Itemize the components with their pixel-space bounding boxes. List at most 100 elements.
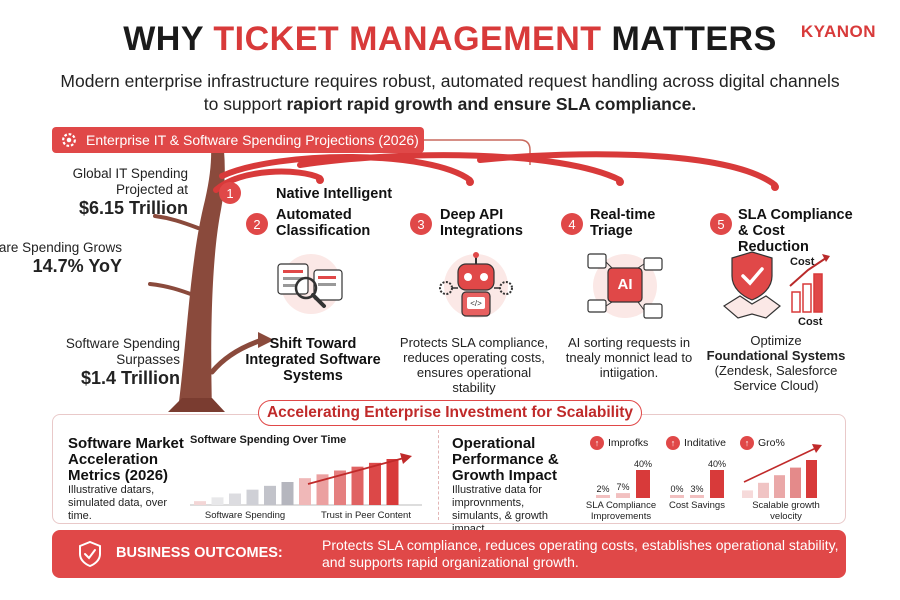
feature-4-text: AI sorting requests in tnealy monnict le… [565, 335, 693, 380]
arrow-up-icon: ↑ [666, 436, 680, 450]
trend-arrowhead [400, 453, 412, 464]
business-outcomes-bar: BUSINESS OUTCOMES: Protects SLA complian… [52, 530, 846, 578]
mini-chart-3-badge: ↑ Gro% [740, 436, 785, 450]
mini-chart-3-label: Scalable growth velocity [752, 500, 820, 522]
bar [616, 493, 630, 498]
robot-icon: </> [439, 252, 513, 318]
gear-icon [62, 133, 76, 147]
mini-chart-1-badge-label: Improfks [608, 437, 649, 449]
feature-2-number: 2 [246, 213, 268, 235]
bar [774, 475, 785, 498]
feature-3-title: Deep API Integrations [440, 207, 523, 239]
stat-software-growth-value: 14.7% YoY [32, 256, 122, 276]
data-label: 3% [690, 484, 703, 494]
stat-software-surpasses: Software Spending Surpasses $1.4 Trillio… [20, 336, 180, 388]
data-label: 40% [634, 459, 652, 469]
shield-check-icon [79, 541, 101, 567]
page-subtitle: Modern enterprise infrastructure require… [60, 70, 840, 116]
feature-1-title: Native Intelligent [276, 186, 393, 202]
market-x-label-right: Trust in Peer Content [321, 510, 411, 521]
bar [334, 470, 346, 505]
panel-divider [438, 430, 439, 520]
data-label: 2% [596, 484, 609, 494]
market-panel-subtitle: Illustrative datars, simulated data, ove… [68, 484, 168, 522]
bar [246, 489, 259, 505]
arrow-up-icon: ↑ [740, 436, 754, 450]
bar [194, 501, 206, 505]
bar [299, 478, 311, 505]
stat-software-surpasses-value: $1.4 Trillion [80, 368, 180, 388]
title-part-3: MATTERS [601, 20, 777, 58]
stat-global-it-label: Global IT Spending Projected at [72, 166, 188, 197]
stat-software-growth: Software Spending Grows 14.7% YoY [0, 240, 122, 276]
sla-compliance-chart: 2% 7% 40% [596, 459, 652, 498]
trend-arrowhead [812, 444, 822, 453]
bar [758, 482, 769, 498]
feature-3-text: Protects SLA compliance, reduces operati… [399, 335, 549, 395]
market-panel-title: Software Market Acceleration Metrics (20… [68, 435, 184, 484]
bar [636, 470, 650, 498]
mini-chart-2-badge-label: Inditative [684, 437, 727, 449]
bar [369, 462, 381, 505]
feature-1-number: 1 [219, 182, 241, 204]
bar [596, 495, 610, 498]
business-outcomes-text: Protects SLA compliance, reduces operati… [322, 537, 839, 570]
projections-banner-label: Enterprise IT & Software Spending Projec… [86, 132, 419, 148]
sla-shield-icon [722, 251, 830, 319]
feature-5-text-bold: Foundational Systems [706, 348, 846, 363]
cost-label-bottom: Cost [798, 316, 823, 328]
bar [742, 490, 753, 498]
stat-global-it-value: $6.15 Trillion [78, 198, 188, 218]
ops-panel-subtitle: Illustrative data for improvnments, simu… [452, 484, 548, 535]
mini-chart-1-label: SLA Compliance Improvements [585, 500, 657, 522]
page-title: WHY TICKET MANAGEMENT MATTERS [0, 20, 900, 59]
ai-triage-icon: AI [584, 250, 666, 322]
bar [316, 474, 329, 505]
data-label: 0% [670, 484, 683, 494]
software-spending-chart [190, 453, 422, 506]
bar [806, 460, 817, 498]
feature-2-text: Shift Toward Integrated Software Systems [245, 336, 381, 384]
title-part-2: TICKET MANAGEMENT [213, 20, 602, 58]
trend-arrow [743, 447, 817, 483]
data-label: 40% [708, 459, 726, 469]
subtitle-bold: rapiort rapid growth and ensure SLA comp… [286, 94, 697, 114]
subtitle-plain: Modern enterprise infrastructure require… [60, 71, 840, 114]
feature-5-text: Optimize Foundational Systems (Zendesk, … [706, 333, 846, 393]
cost-label-top: Cost [790, 256, 815, 268]
bar [386, 459, 399, 505]
feature-5-text-plain: Optimize [750, 333, 802, 348]
market-x-label-left: Software Spending [204, 510, 286, 521]
bar [281, 482, 294, 505]
stat-software-growth-label: Software Spending Grows [0, 240, 122, 255]
growth-velocity-chart [742, 444, 822, 498]
feature-5-title: SLA Compliance & Cost Reduction [738, 207, 853, 255]
bar [351, 466, 364, 505]
feature-2-title: Automated Classification [276, 207, 371, 239]
feature-5-number: 5 [710, 213, 732, 235]
stat-global-it: Global IT Spending Projected at $6.15 Tr… [28, 166, 188, 218]
bar [211, 497, 224, 505]
business-outcomes-label: BUSINESS OUTCOMES: [116, 545, 283, 561]
classification-icon [277, 254, 343, 314]
trend-arrow [307, 457, 405, 485]
bar [670, 495, 684, 498]
kyanon-logo: KYANON [800, 22, 876, 41]
stat-software-surpasses-label: Software Spending Surpasses [65, 336, 180, 367]
cost-savings-chart: 0% 3% 40% [670, 459, 726, 498]
projections-banner: Enterprise IT & Software Spending Projec… [52, 127, 424, 153]
bar [710, 470, 724, 498]
market-chart-title: Software Spending Over Time [190, 434, 347, 446]
arrow-up-icon: ↑ [590, 436, 604, 450]
mini-chart-1-badge: ↑ Improfks [590, 436, 648, 450]
title-part-1: WHY [123, 20, 214, 58]
mini-chart-3-badge-label: Gro% [758, 437, 785, 449]
bar [229, 493, 241, 505]
mini-chart-2-badge: ↑ Inditative [666, 436, 726, 450]
feature-5-text-plain-2: (Zendesk, Salesforce Service Cloud) [714, 363, 838, 393]
mid-banner: Accelerating Enterprise Investment for S… [258, 400, 642, 426]
bar [690, 495, 704, 498]
bar [264, 485, 276, 505]
bar [790, 467, 801, 498]
